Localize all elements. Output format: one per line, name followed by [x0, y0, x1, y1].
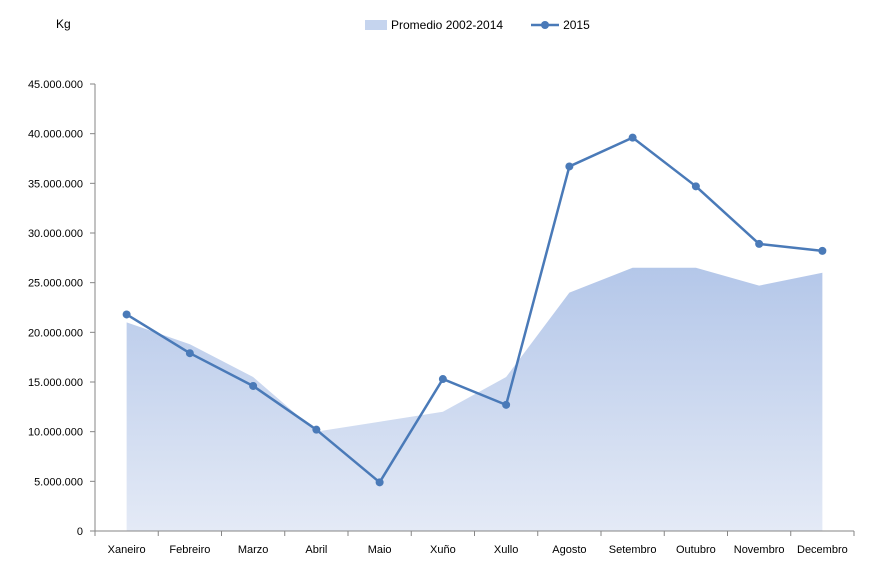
- data-point-2015: [185, 349, 194, 358]
- x-tick-label: Marzo: [238, 544, 269, 556]
- x-tick-label: Maio: [368, 544, 392, 556]
- data-point-2015: [438, 375, 447, 384]
- x-tick-label: Febreiro: [169, 544, 210, 556]
- legend-label-2015: 2015: [563, 18, 590, 32]
- y-tick-label: 25.000.000: [28, 278, 83, 290]
- y-tick-label: 45.000.000: [28, 79, 83, 91]
- area-series-promedio: [126, 267, 823, 531]
- data-point-2015: [249, 381, 258, 390]
- y-tick-label: 20.000.000: [28, 327, 83, 339]
- data-point-2015: [312, 425, 321, 434]
- data-point-2015: [375, 478, 384, 487]
- x-tick-label: Outubro: [676, 544, 716, 556]
- legend-item-2015: 2015: [531, 18, 590, 32]
- legend-swatch-average: [365, 20, 387, 30]
- data-point-2015: [628, 133, 637, 142]
- x-tick-label: Xuño: [430, 544, 456, 556]
- data-point-2015: [502, 400, 511, 409]
- y-tick-label: 5.000.000: [34, 476, 83, 488]
- x-tick-label: Decembro: [797, 544, 848, 556]
- y-tick-label: 0: [77, 526, 83, 538]
- y-tick-label: 30.000.000: [28, 228, 83, 240]
- data-point-2015: [691, 182, 700, 191]
- x-tick-label: Xaneiro: [108, 544, 146, 556]
- chart-legend: Promedio 2002-2014 2015: [365, 18, 618, 32]
- y-tick-label: 40.000.000: [28, 129, 83, 141]
- y-axis-unit-label: Kg: [56, 17, 71, 31]
- legend-swatch-2015: [531, 21, 560, 29]
- line-series-2015: [125, 136, 823, 484]
- data-point-2015: [755, 239, 764, 248]
- legend-item-average: Promedio 2002-2014: [365, 18, 503, 32]
- data-point-2015: [818, 246, 827, 255]
- y-tick-label: 10.000.000: [28, 427, 83, 439]
- y-tick-label: 15.000.000: [28, 377, 83, 389]
- legend-label-average: Promedio 2002-2014: [391, 18, 504, 32]
- x-tick-label: Xullo: [494, 544, 518, 556]
- x-tick-label: Abril: [305, 544, 327, 556]
- data-point-2015: [122, 310, 131, 319]
- x-tick-label: Novembro: [734, 544, 785, 556]
- y-tick-label: 35.000.000: [28, 178, 83, 190]
- data-point-2015: [565, 162, 574, 171]
- x-tick-label: Setembro: [609, 544, 657, 556]
- x-tick-label: Agosto: [552, 544, 586, 556]
